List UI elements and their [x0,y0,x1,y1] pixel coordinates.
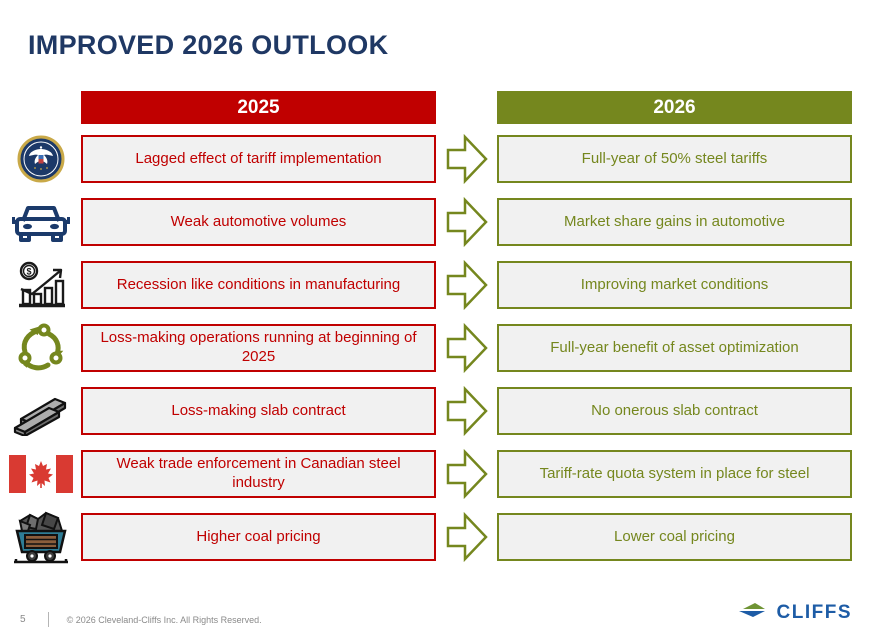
cycle-arrows-icon [0,322,81,374]
arrow-right-icon [436,511,497,563]
item-2025: Loss-making operations running at beginn… [81,324,436,372]
chart-dollar-icon: $ [0,259,81,311]
item-2026: Market share gains in automotive [497,198,852,246]
item-2025: Weak trade enforcement in Canadian steel… [81,450,436,498]
copyright-text: © 2026 Cleveland-Cliffs Inc. All Rights … [66,614,262,625]
arrow-right-icon [436,259,497,311]
cliffs-logo: CLIFFS [736,600,853,625]
table-row: $ Recession like conditions in manufactu… [0,259,852,311]
footer-divider [47,612,49,627]
item-2026: No onerous slab contract [497,387,852,435]
arrow-right-icon [436,385,497,437]
item-2026: Improving market conditions [497,261,852,309]
car-icon [0,199,81,245]
page-number: 5 [20,614,26,625]
table-row: Higher coal pricing Lower coal pricing [0,511,852,564]
steel-slabs-icon [0,386,81,436]
coal-cart-icon [0,509,81,565]
item-2026: Tariff-rate quota system in place for st… [497,450,852,498]
table-row: Loss-making operations running at beginn… [0,322,852,374]
table-row: Weak automotive volumes Market share gai… [0,196,852,248]
page-title: IMPROVED 2026 OUTLOOK [28,30,389,60]
arrow-right-icon [436,322,497,374]
svg-text:$: $ [26,267,31,277]
presidential-seal-icon [0,135,81,183]
table-row: Weak trade enforcement in Canadian steel… [0,448,852,500]
item-2025: Recession like conditions in manufacturi… [81,261,436,309]
column-header-2026: 2026 [497,91,852,124]
item-2026: Full-year of 50% steel tariffs [497,135,852,183]
comparison-table: 2025 2026 [0,91,852,576]
item-2025: Loss-making slab contract [81,387,436,435]
header-row: 2025 2026 [0,91,852,124]
rows: Lagged effect of tariff implementation F… [0,133,852,564]
item-2026: Full-year benefit of asset optimization [497,324,852,372]
cliffs-logo-text: CLIFFS [776,601,852,623]
item-2025: Higher coal pricing [81,513,436,561]
item-2026: Lower coal pricing [497,513,852,561]
arrow-right-icon [436,133,497,185]
table-row: Loss-making slab contract No onerous sla… [0,385,852,437]
canada-flag-icon [0,453,81,495]
table-row: Lagged effect of tariff implementation F… [0,133,852,185]
item-2025: Lagged effect of tariff implementation [81,135,436,183]
arrow-right-icon [436,448,497,500]
footer: 5 © 2026 Cleveland-Cliffs Inc. All Right… [20,612,262,627]
item-2025: Weak automotive volumes [81,198,436,246]
column-header-2025: 2025 [81,91,436,124]
arrow-right-icon [436,196,497,248]
cliffs-diamond-icon [736,600,770,625]
